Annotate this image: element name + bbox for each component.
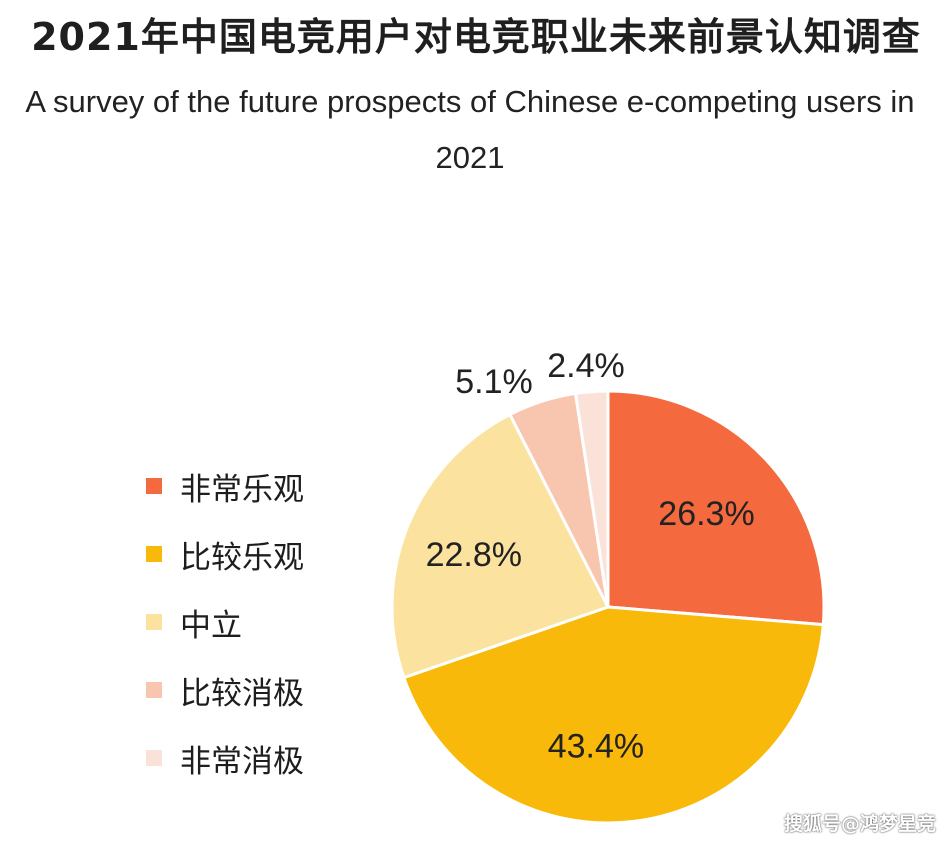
pie-slice-neutral (390, 413, 610, 680)
data-label-very-pessimistic: 2.4% (547, 347, 625, 385)
legend-item-very-optimistic: 非常乐观 (146, 452, 304, 520)
legend-label-optimistic: 比较乐观 (180, 539, 304, 576)
chart-subtitle: A survey of the future prospects of Chin… (25, 84, 915, 175)
legend-swatch-optimistic (146, 546, 162, 562)
legend-swatch-pessimistic (146, 682, 162, 698)
watermark: 搜狐号@鸿梦星竞 (783, 813, 936, 835)
legend-item-neutral: 中立 (146, 588, 304, 656)
data-label-neutral: 22.8% (426, 536, 522, 574)
legend-label-neutral: 中立 (180, 607, 242, 644)
legend-item-pessimistic: 比较消极 (146, 656, 304, 724)
data-label-optimistic: 43.4% (548, 727, 644, 765)
chart-title: 2021年中国电竞用户对电竞职业未来前景认知调查 (31, 15, 921, 59)
legend-item-very-pessimistic: 非常消极 (146, 724, 304, 792)
legend: 非常乐观 比较乐观 中立 比较消极 非常消极 (146, 452, 304, 792)
legend-swatch-neutral (146, 614, 162, 630)
legend-label-very-optimistic: 非常乐观 (180, 471, 304, 508)
pie-slice-optimistic (402, 605, 825, 825)
data-label-pessimistic: 5.1% (455, 363, 533, 401)
pie-slice-very-pessimistic (574, 389, 610, 609)
legend-swatch-very-pessimistic (146, 750, 162, 766)
pie-slice-very-optimistic (606, 389, 826, 627)
legend-swatch-very-optimistic (146, 478, 162, 494)
legend-label-very-pessimistic: 非常消极 (180, 743, 304, 780)
legend-label-pessimistic: 比较消极 (180, 675, 304, 712)
data-label-very-optimistic: 26.3% (658, 495, 754, 533)
legend-item-optimistic: 比较乐观 (146, 520, 304, 588)
